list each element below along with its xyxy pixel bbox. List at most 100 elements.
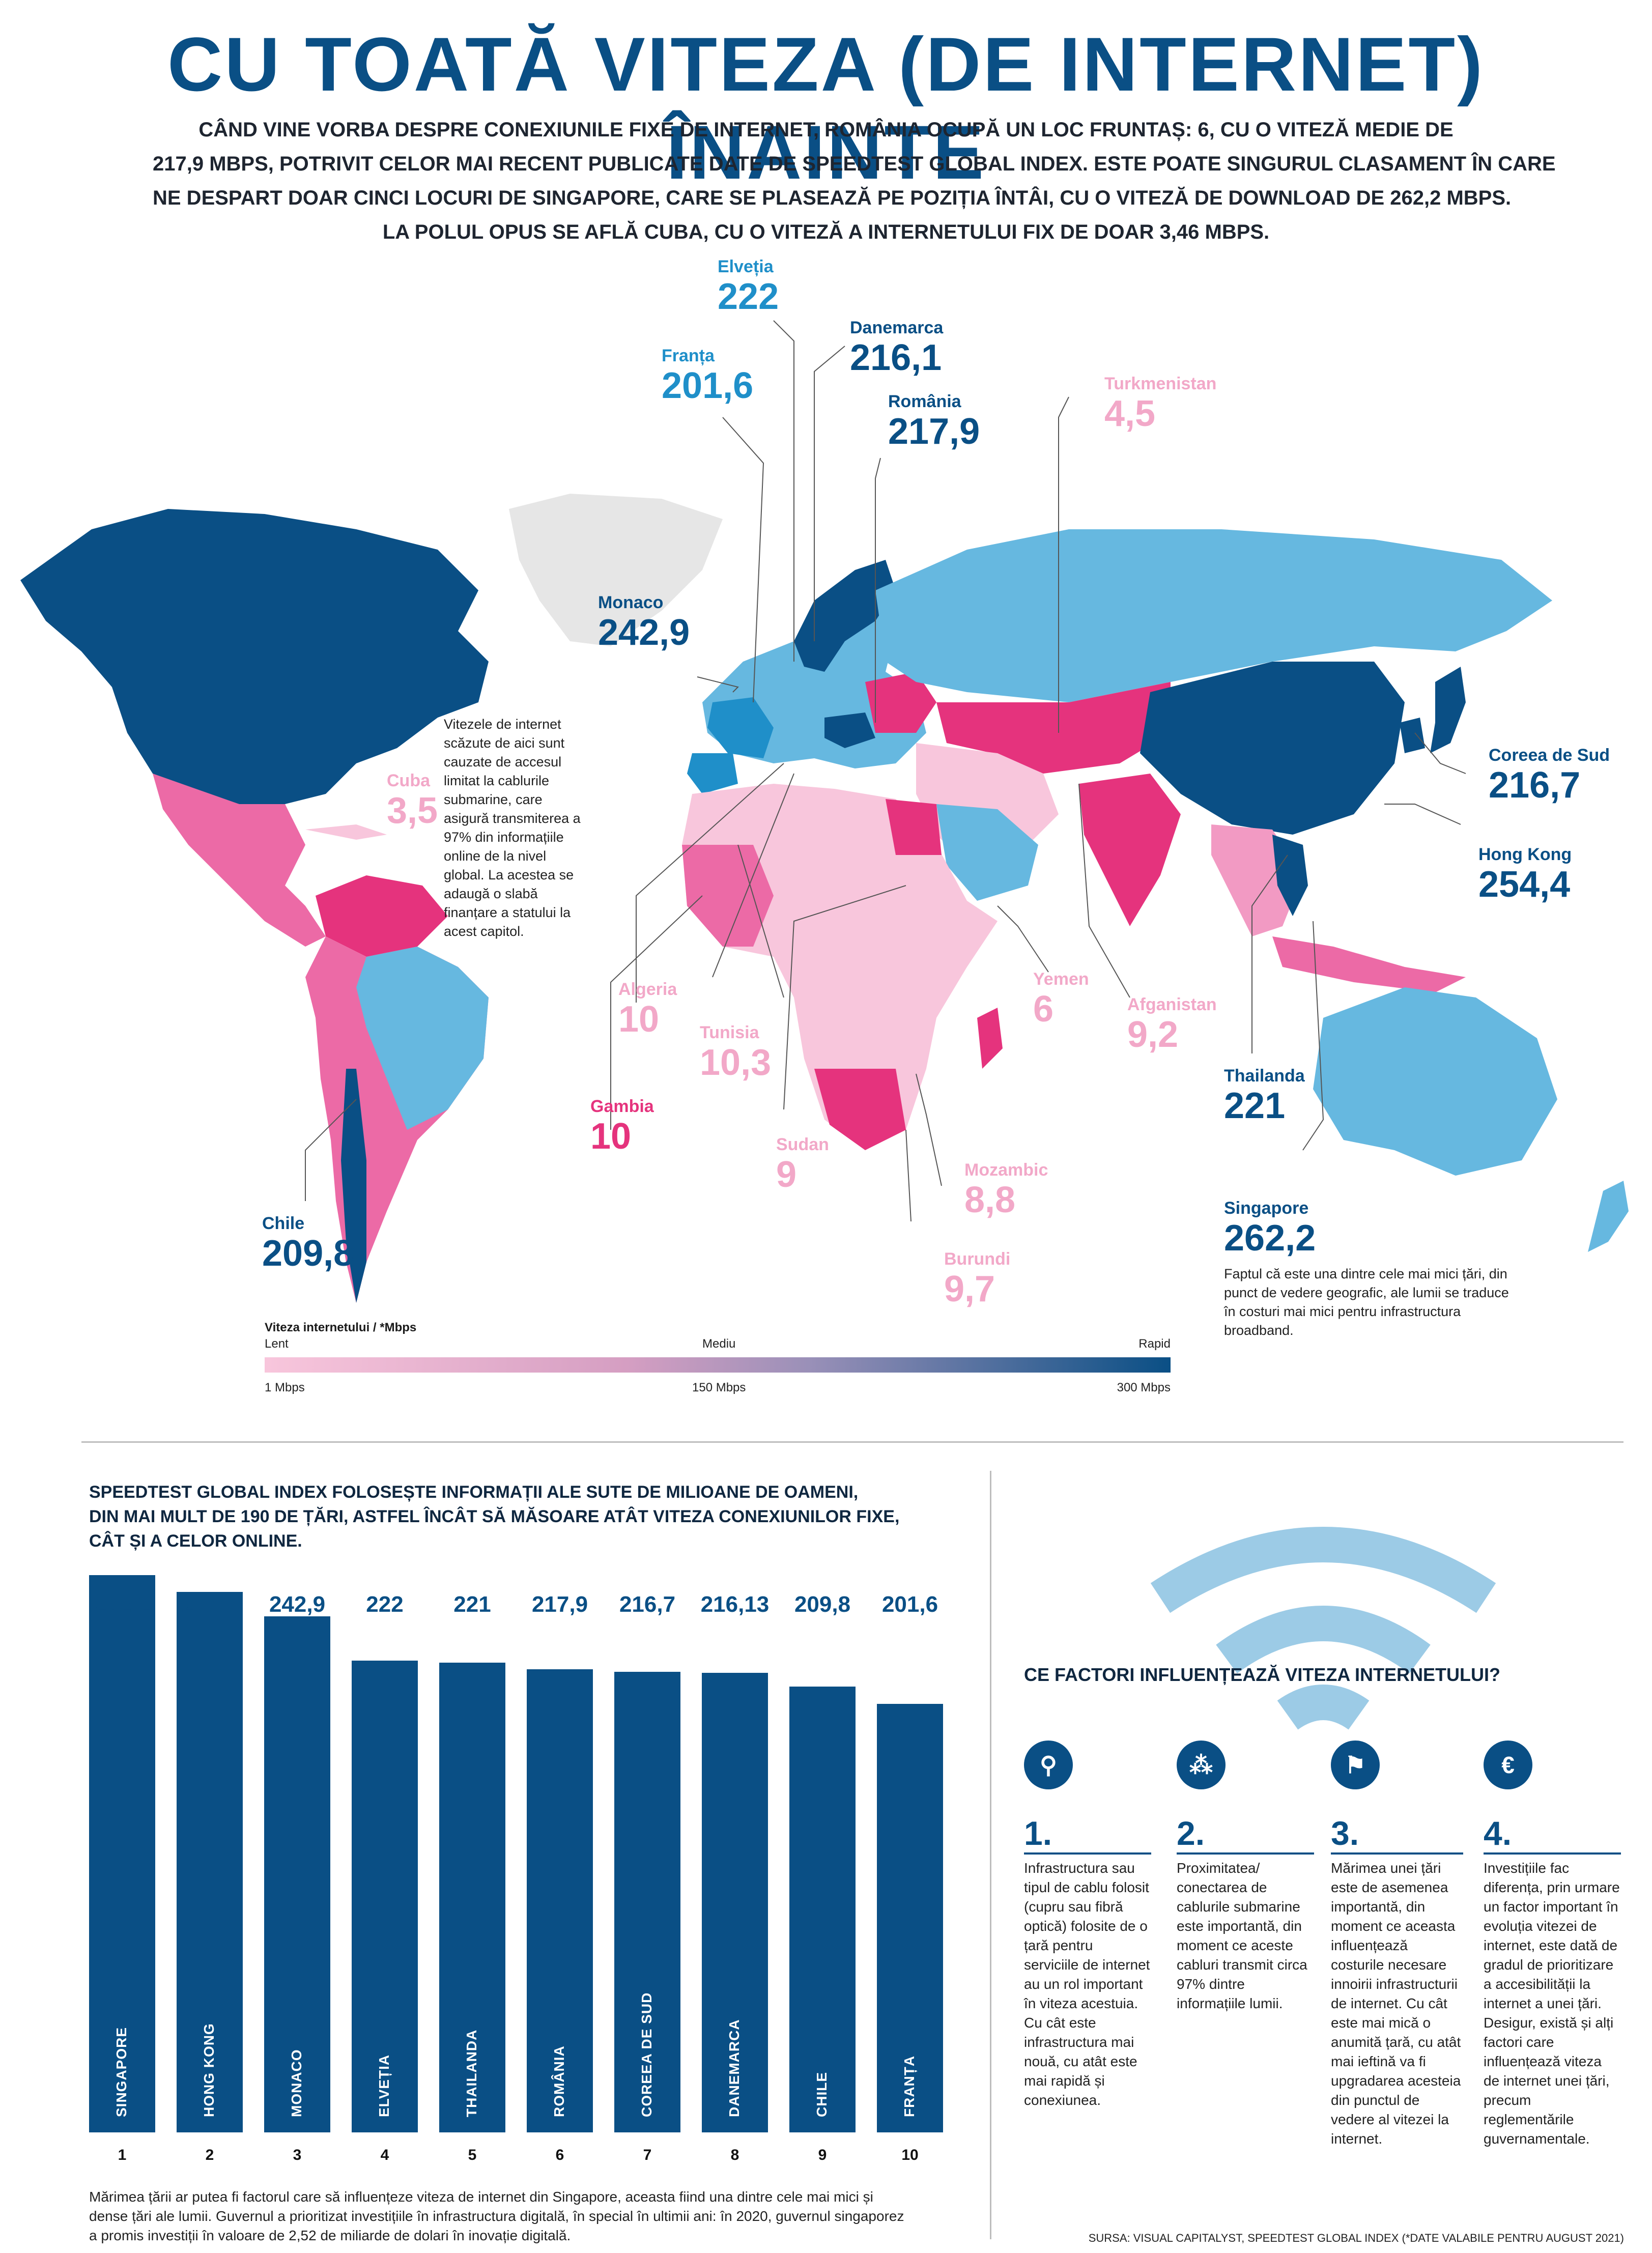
country-name: Yemen [1033,969,1089,989]
factor-number: 3. [1331,1814,1359,1852]
leader-lines [305,320,1466,1222]
legend-slow: Lent [265,1337,289,1351]
bar-value-label: 254,4 [181,1592,238,1617]
legend-mid: 150 Mbps [692,1381,746,1394]
label-burundi: Burundi 9,7 [944,1249,1010,1309]
eastern-europe-shape [865,672,936,733]
bar-rank-label: 2 [205,2147,214,2163]
legend-max: 300 Mbps [1117,1381,1171,1394]
bar [702,1673,768,2132]
country-value: 221 [1224,1086,1286,1126]
factor-number: 1. [1024,1814,1052,1852]
central-asia-shape [936,682,1171,774]
bar-value-label: 201,6 [881,1592,938,1617]
bar-rank-label: 8 [730,2147,739,2163]
country-name: Chile [262,1214,305,1233]
country-name: Monaco [598,593,664,612]
label-romania: România 217,9 [888,392,980,451]
country-name: Tunisia [700,1023,759,1042]
country-value: 262,2 [1224,1218,1316,1259]
bar-label: ROMÂNIA [551,2045,567,2117]
country-value: 9,2 [1127,1014,1179,1055]
country-name: Turkmenistan [1104,374,1217,393]
label-yemen: Yemen 6 [1033,969,1089,1029]
new-zealand-shape [1588,1181,1629,1252]
label-monaco: Monaco 242,9 [598,593,690,652]
country-name: Elveția [718,257,774,276]
label-tunisia: Tunisia 10,3 [700,1023,771,1082]
label-chile: Chile 209,8 [262,1214,354,1273]
factor-4: € 4. Investițiile fac diferența, prin ur… [1484,1741,1621,2149]
bar-label: THAILANDA [464,2029,479,2117]
label-mozambic: Mozambic 8,8 [964,1160,1048,1220]
bar [264,1616,330,2132]
bar-rank-label: 10 [901,2147,919,2163]
factor-number: 2. [1177,1814,1205,1852]
label-afganistan: Afganistan 9,2 [1127,995,1217,1054]
country-value: 254,4 [1478,864,1571,905]
russia-shape [875,529,1552,702]
scandinavia-shape [794,560,896,672]
bar [352,1661,418,2132]
bar-label: HONG KONG [201,2023,217,2117]
flag-icon: ⚑ [1331,1741,1380,1789]
factor-rule [1024,1852,1151,1855]
south-africa-shape [814,1069,906,1150]
intro-line: LA POLUL OPUS SE AFLĂ CUBA, CU O VITEZĂ … [382,221,1270,243]
label-danemarca: Danemarca 216,1 [850,318,943,378]
country-name: România [888,392,961,411]
bar-rank-label: 3 [293,2147,302,2163]
country-name: Cuba [387,771,430,790]
submarine-cables-note: Vitezele de internet scăzute de aici sun… [444,717,581,939]
cuba-shape [305,824,387,840]
bar-label: COREEA DE SUD [639,1992,654,2117]
bar [527,1669,593,2132]
country-value: 4,5 [1104,393,1156,434]
iberia-shape [687,753,738,794]
label-cuba: Cuba 3,5 [387,771,438,831]
bar-value-label: 262,2 [94,1592,151,1617]
factor-rule [1177,1852,1314,1855]
speed-legend: Viteza internetului / *Mbps Lent Mediu R… [265,1321,1171,1401]
bar-rank-label: 6 [555,2147,564,2163]
romania-shape [824,712,875,748]
singapore-footnote: Mărimea țării ar putea fi factorul care … [89,2187,985,2245]
column-divider [990,1471,991,2239]
factor-text: Mărimea unei țări este de asemenea impor… [1331,1860,1461,2147]
label-hong-kong: Hong Kong 254,4 [1478,845,1572,904]
intro-line: NE DESPART DOAR CINCI LOCURI DE SINGAPOR… [153,187,1512,209]
country-name: Gambia [590,1097,654,1116]
legend-title: Viteza internetului / *Mbps [265,1321,417,1334]
label-gambia: Gambia 10 [590,1097,654,1156]
country-name: Coreea de Sud [1489,746,1610,765]
brazil-shape [356,947,489,1130]
west-africa-shape [682,845,774,947]
central-america-shape [153,774,326,947]
label-thailanda: Thailanda 221 [1224,1066,1305,1126]
country-name: Hong Kong [1478,845,1572,864]
bar [789,1687,856,2132]
country-value: 201,6 [662,365,754,406]
footnote-line: Mărimea țării ar putea fi factorul care … [89,2189,873,2205]
bar-value-label: 216,7 [619,1592,676,1617]
country-name: Franța [662,346,715,365]
label-sudan: Sudan 9 [776,1135,829,1194]
south-america-north-shape [316,875,448,957]
bar [439,1663,505,2132]
factor-rule [1484,1852,1621,1855]
factor-text: Investițiile fac diferența, prin urmare … [1484,1860,1620,2147]
bar-title-line: DIN MAI MULT DE 190 DE ȚĂRI, ASTFEL ÎNCÂ… [89,1507,900,1526]
label-singapore: Singapore 262,2 [1224,1199,1316,1258]
country-name: Danemarca [850,318,944,337]
label-franta: Franța 201,6 [662,346,753,406]
bar-title-line: SPEEDTEST GLOBAL INDEX FOLOSEȘTE INFORMA… [89,1482,859,1502]
label-algeria: Algeria 10 [618,980,677,1039]
bar-label: FRANȚA [901,2055,917,2117]
country-name: Singapore [1224,1199,1309,1218]
arabia-shape [936,804,1038,901]
factor-rule [1331,1852,1463,1855]
bar-label: SINGAPORE [113,2027,129,2117]
singapore-note: Faptul că este una dintre cele mai mici … [1224,1266,1509,1338]
wifi-icon [1150,1527,1496,1730]
intro-text: CÂND VINE VORBA DESPRE CONEXIUNILE FIXE … [153,113,1556,249]
